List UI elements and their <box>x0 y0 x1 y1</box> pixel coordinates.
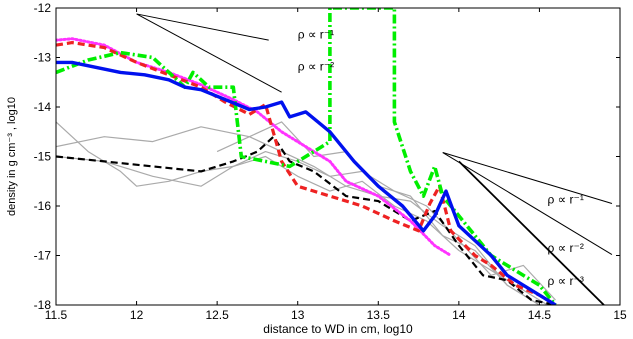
y-ticks: -18 -17 -16 -15 -14 -13 -12 <box>34 1 620 312</box>
series-line-9 <box>458 160 605 305</box>
y-tick-label: -12 <box>34 1 52 15</box>
slope-annotation-0: ρ ∝ r⁻¹ <box>298 28 334 42</box>
plot-background <box>56 8 620 305</box>
y-tick-label: -17 <box>34 249 52 263</box>
slope-annotation-3: ρ ∝ r⁻² <box>547 241 583 255</box>
series-line-8 <box>56 60 557 305</box>
x-axis-label: distance to WD in cm, log10 <box>263 322 413 336</box>
slope-annotation-4: ρ ∝ r⁻³ <box>547 274 583 288</box>
x-tick-label: 13.5 <box>367 308 391 322</box>
slope-annotation-1: ρ ∝ r⁻² <box>298 59 334 73</box>
series-line-4 <box>56 135 556 305</box>
y-tick-label: -14 <box>34 100 52 114</box>
annotations: ρ ∝ r⁻¹ ρ ∝ r⁻² ρ ∝ r⁻¹ ρ ∝ r⁻² ρ ∝ r⁻³ <box>298 28 584 289</box>
x-tick-label: 15 <box>613 308 627 322</box>
x-tick-label: 14 <box>452 308 466 322</box>
y-tick-label: -16 <box>34 199 52 213</box>
y-axis-label: density in g cm⁻³ , log10 <box>6 97 18 216</box>
reference-slope-line-2 <box>442 152 613 205</box>
x-tick-label: 12.5 <box>205 308 229 322</box>
reference-lines <box>136 13 613 255</box>
slope-annotation-2: ρ ∝ r⁻¹ <box>547 193 583 207</box>
x-ticks: 11.5 12 12.5 13 13.5 14 14.5 15 <box>45 8 627 322</box>
y-tick-label: -18 <box>34 298 52 312</box>
series-line-7 <box>56 8 557 305</box>
x-tick-label: 14.5 <box>528 308 552 322</box>
y-tick-label: -15 <box>34 150 52 164</box>
x-tick-label: 13 <box>291 308 305 322</box>
series-layer <box>56 8 605 305</box>
y-tick-label: -13 <box>34 51 52 65</box>
x-tick-label: 12 <box>130 308 144 322</box>
reference-slope-line-1 <box>136 13 282 93</box>
reference-slope-line-0 <box>136 13 269 41</box>
reference-slope-line-3 <box>442 152 613 255</box>
x-tick-label: 11.5 <box>45 308 68 322</box>
